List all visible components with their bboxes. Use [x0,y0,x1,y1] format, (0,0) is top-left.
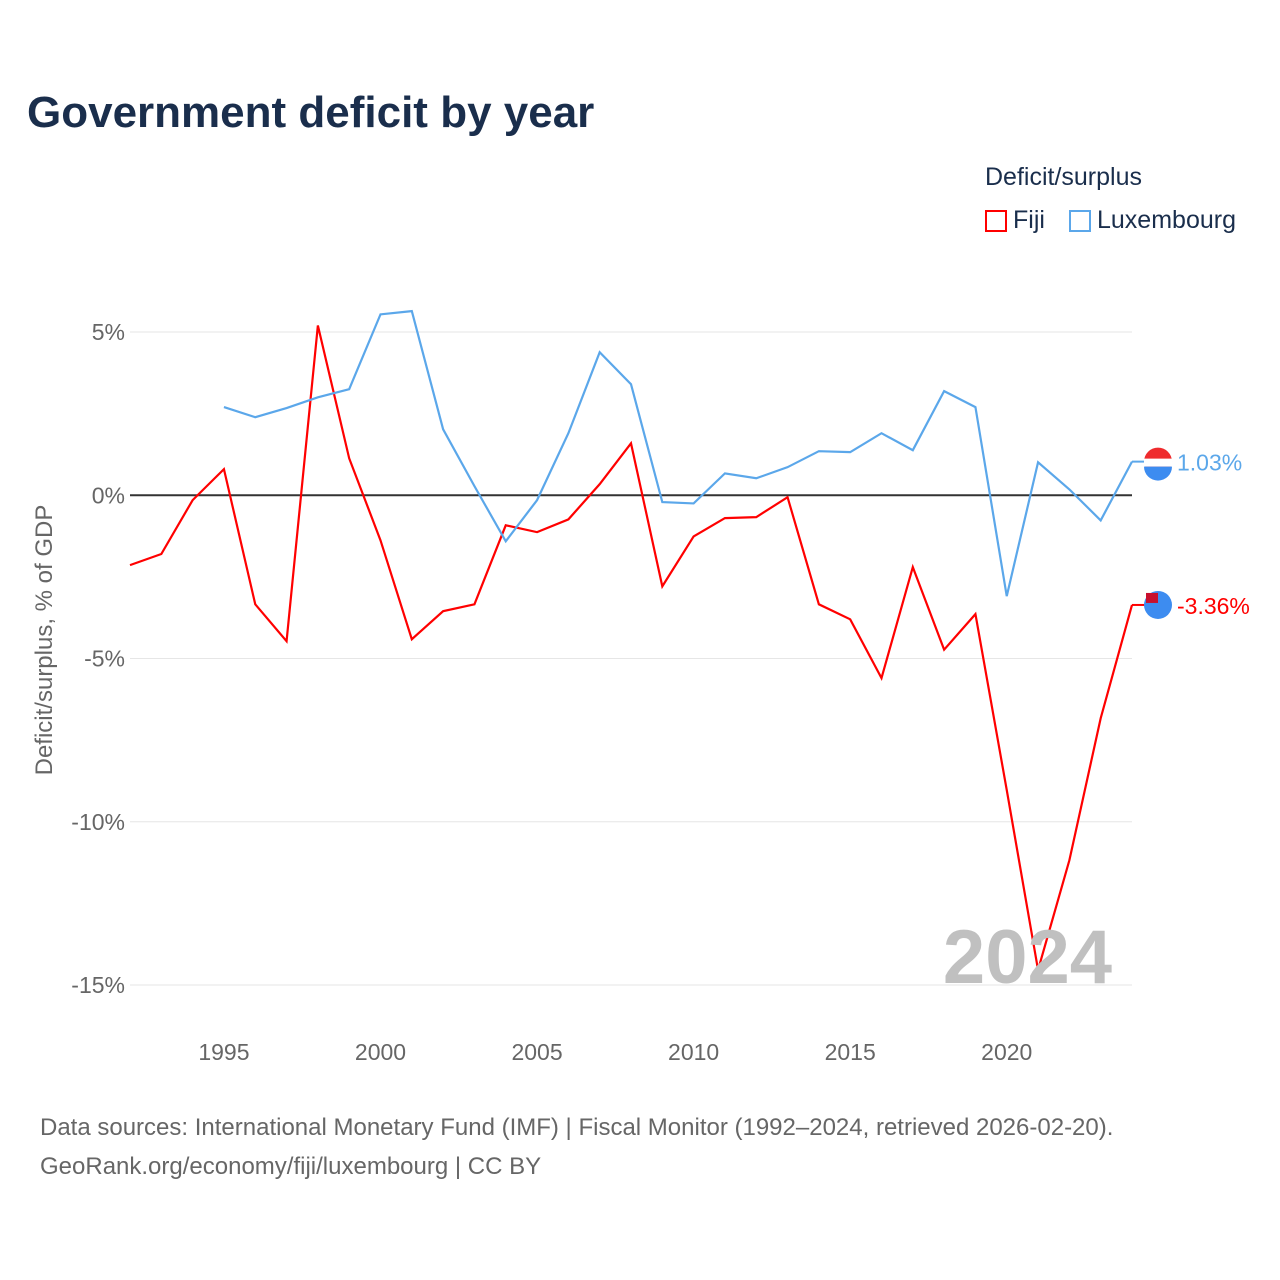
source-line-2[interactable]: GeoRank.org/economy/fiji/luxembourg | CC… [40,1153,542,1180]
legend-item-luxembourg[interactable]: Luxembourg [1069,206,1236,235]
y-tick-label: 0% [92,482,125,508]
y-axis-label: Deficit/surplus, % of GDP [31,505,58,776]
legend-label: Luxembourg [1097,206,1236,234]
flag-stripe [1144,466,1172,481]
series-line-fiji [129,325,1134,971]
year-watermark: 2024 [943,915,1112,1000]
y-tick-label: -5% [84,646,125,672]
x-tick-label: 2000 [355,1039,406,1065]
flag-stripe [1144,458,1172,467]
y-tick-label: -15% [71,972,125,998]
y-tick-label: 5% [92,319,125,345]
x-tick-label: 2020 [981,1039,1032,1065]
source-note: Data sources: International Monetary Fun… [40,1108,1113,1186]
legend-title: Deficit/surplus [985,163,1142,191]
source-line-1: Data sources: International Monetary Fun… [40,1114,1114,1141]
x-tick-label: 2005 [511,1039,562,1065]
legend-swatch-luxembourg [1069,209,1091,232]
end-label-luxembourg: 1.03% [1177,450,1242,476]
flag-canton [1146,592,1158,603]
chart-title: Government deficit by year [27,88,595,137]
legend-item-fiji[interactable]: Fiji [985,206,1045,235]
end-label-fiji: -3.36% [1177,593,1250,619]
series-line-luxembourg [223,309,1133,597]
legend-swatch-fiji [985,209,1007,232]
x-tick-label: 2015 [825,1039,876,1065]
legend-label: Fiji [1013,206,1045,234]
x-tick-label: 1995 [198,1039,249,1065]
x-tick-label: 2010 [668,1039,719,1065]
y-tick-label: -10% [71,809,125,835]
